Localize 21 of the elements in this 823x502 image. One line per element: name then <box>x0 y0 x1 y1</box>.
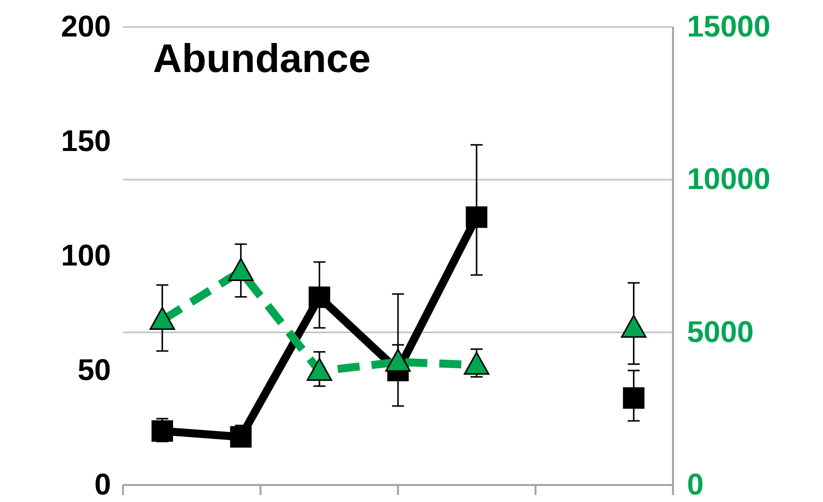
point <box>622 387 644 409</box>
y2-tick-label: 10000 <box>687 163 770 196</box>
point <box>464 352 490 375</box>
point <box>620 314 646 338</box>
point <box>228 258 254 282</box>
point <box>230 426 252 448</box>
y-tick-label: 200 <box>60 10 111 44</box>
y-tick-label: 100 <box>60 240 111 272</box>
y-tick-label: 0 <box>94 468 111 502</box>
y2-tick-label: 0 <box>687 468 704 502</box>
y-tick-label: 150 <box>60 125 111 158</box>
y2-tick-label: 5000 <box>687 316 754 349</box>
point <box>152 420 174 442</box>
point <box>150 306 176 330</box>
chart-title: Abundance <box>153 37 371 81</box>
y-tick-label: 50 <box>78 354 111 387</box>
point <box>306 358 332 381</box>
point <box>466 206 488 228</box>
y2-tick-label: 15000 <box>687 10 770 44</box>
point <box>308 286 330 308</box>
point <box>385 348 411 372</box>
